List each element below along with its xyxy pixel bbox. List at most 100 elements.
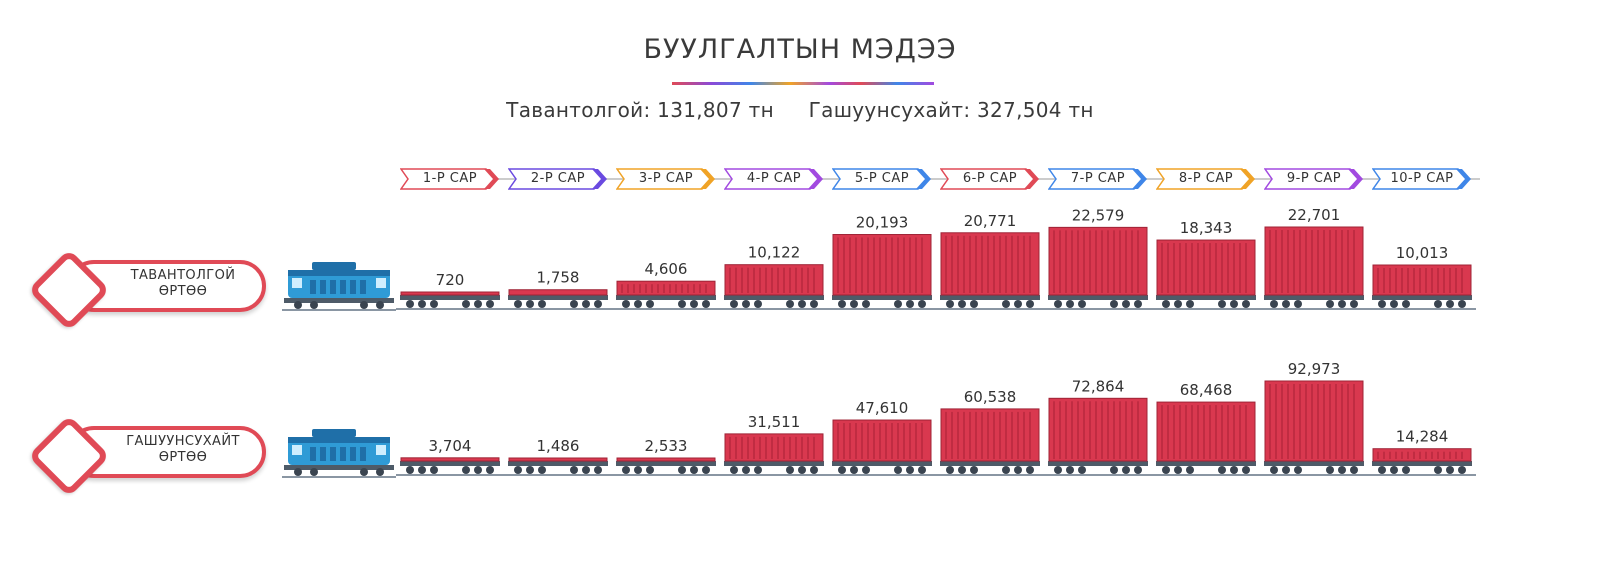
value-label: 1,486 — [537, 437, 580, 455]
wagon-wheel — [678, 466, 686, 474]
wagon-wheel — [1378, 300, 1386, 308]
month-tag: 8-Р САР — [1156, 168, 1256, 190]
wagon-wheel — [1054, 466, 1062, 474]
loco-wheel — [360, 301, 368, 309]
wagon-base — [400, 295, 500, 300]
wagon-wheel — [1458, 466, 1466, 474]
loco-roof — [288, 437, 390, 443]
tag-arrow — [916, 169, 931, 189]
loco-roof-unit — [312, 429, 356, 437]
wagon-wheel — [1026, 466, 1034, 474]
container-bar — [616, 280, 716, 296]
wagon-wheel — [1338, 300, 1346, 308]
wagon-wheel — [1434, 466, 1442, 474]
wagon-base — [940, 295, 1040, 300]
wagon-wheel — [582, 466, 590, 474]
loco-vent — [350, 280, 356, 294]
value-label: 18,343 — [1180, 219, 1233, 237]
wagon-wheel — [418, 300, 426, 308]
wagon-wheel — [1230, 466, 1238, 474]
month-label: 9-Р САР — [1286, 171, 1342, 186]
wagon-group: 3,704 — [396, 437, 504, 476]
wagon-wheel — [1066, 300, 1074, 308]
station-name: ТАВАНТОЛГОЙ ӨРТӨӨ — [130, 268, 236, 299]
month-tag: 5-Р САР — [832, 168, 932, 190]
wagon-base — [940, 461, 1040, 466]
wagon-base — [1372, 295, 1472, 300]
month-label: 8-Р САР — [1178, 171, 1234, 186]
wagon-wheel — [946, 300, 954, 308]
loco-window — [376, 445, 386, 455]
station-pill — [68, 260, 266, 312]
wagon-wheel — [1402, 466, 1410, 474]
station-name: ГАШУУНСУХАЙТ ӨРТӨӨ — [126, 434, 240, 465]
wagon-base — [724, 295, 824, 300]
tag-arrow — [484, 169, 499, 189]
wagon-wheel — [742, 300, 750, 308]
wagon-wheel — [862, 466, 870, 474]
wagon-wheel — [1218, 466, 1226, 474]
loco-vent — [310, 280, 316, 294]
wagon-group: 4,606 — [612, 260, 720, 310]
wagon-wheel — [430, 300, 438, 308]
wagon-wheel — [690, 466, 698, 474]
month-tag: 6-Р САР — [940, 168, 1040, 190]
wagon-wheel — [1186, 466, 1194, 474]
tag-arrow — [1132, 169, 1147, 189]
wagon-wheel — [526, 466, 534, 474]
wagon-base — [616, 295, 716, 300]
wagon-wheel — [1110, 300, 1118, 308]
wagon-wheel — [702, 466, 710, 474]
total-tavantolgoi: Тавантолгой: 131,807 тн — [506, 98, 774, 122]
loco-vent — [330, 280, 336, 294]
loco-vent — [350, 447, 356, 461]
wagon-base — [1048, 295, 1148, 300]
value-label: 3,704 — [429, 437, 472, 455]
wagon-group: 20,771 — [936, 212, 1044, 310]
wagon-wheel — [418, 466, 426, 474]
value-label: 2,533 — [645, 437, 688, 455]
value-label: 47,610 — [856, 399, 909, 417]
wagon-wheel — [514, 466, 522, 474]
loco-wheel — [360, 468, 368, 476]
wagon-wheel — [462, 466, 470, 474]
wagon-wheel — [810, 466, 818, 474]
wagon-wheel — [1282, 466, 1290, 474]
wagon-wheel — [582, 300, 590, 308]
wagon-wheel — [1230, 300, 1238, 308]
wagon-group: 1,486 — [504, 437, 612, 476]
value-label: 92,973 — [1288, 360, 1341, 378]
value-label: 68,468 — [1180, 381, 1233, 399]
locomotive-icon — [282, 429, 396, 478]
month-tag-shape — [832, 168, 931, 190]
wagon-group: 18,343 — [1152, 219, 1260, 310]
wagon-group: 10,122 — [720, 244, 828, 310]
wagon-wheel — [1350, 466, 1358, 474]
month-tag-shape — [724, 168, 823, 190]
wagon-wheel — [1066, 466, 1074, 474]
wagon-wheel — [690, 300, 698, 308]
wagon-base — [1372, 461, 1472, 466]
loco-vent — [330, 447, 336, 461]
month-tag: 3-Р САР — [616, 168, 716, 190]
wagon-wheel — [678, 300, 686, 308]
value-label: 22,579 — [1072, 206, 1125, 224]
wagon-base — [832, 295, 932, 300]
wagon-wheel — [526, 300, 534, 308]
wagon-base — [400, 461, 500, 466]
wagon-wheel — [1026, 300, 1034, 308]
wagon-wheel — [570, 300, 578, 308]
wagon-group: 20,193 — [828, 214, 936, 310]
wagon-wheel — [970, 466, 978, 474]
value-label: 20,193 — [856, 214, 909, 232]
wagon-group: 14,284 — [1368, 428, 1476, 476]
wagon-wheel — [474, 300, 482, 308]
value-label: 10,013 — [1396, 244, 1449, 262]
loco-wheel — [376, 301, 384, 309]
wagon-wheel — [862, 300, 870, 308]
wagon-wheel — [1002, 300, 1010, 308]
wagon-group: 10,013 — [1368, 244, 1476, 310]
wagon-group: 22,579 — [1044, 206, 1152, 310]
month-tag-shape — [616, 168, 715, 190]
